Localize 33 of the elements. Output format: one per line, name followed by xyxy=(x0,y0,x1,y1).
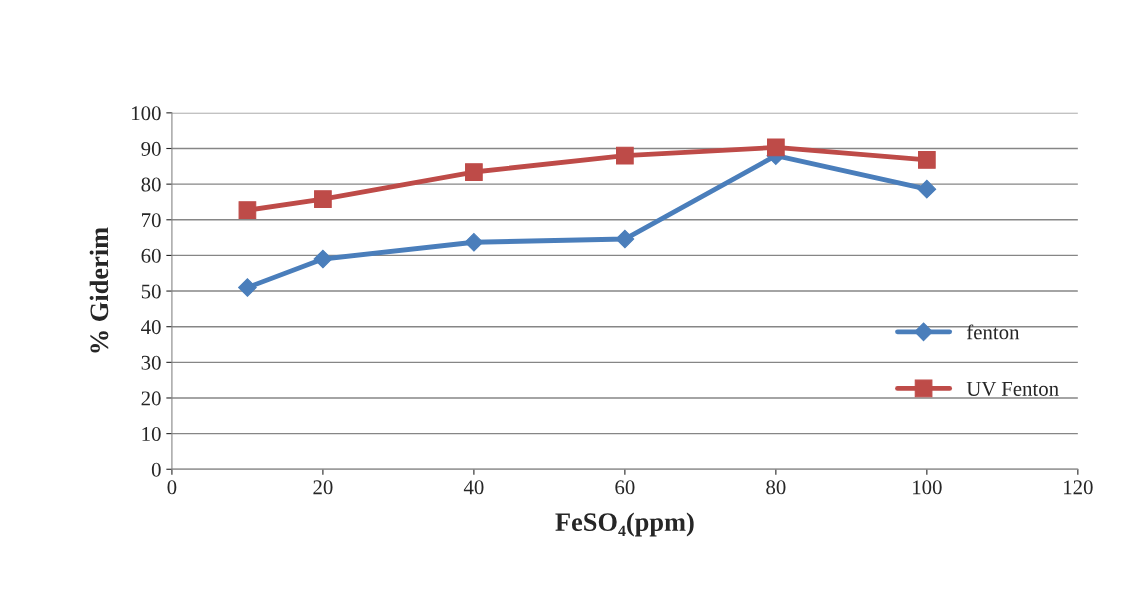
y-axis-title: % Giderim xyxy=(89,227,109,353)
y-tick-label: 60 xyxy=(141,248,161,263)
point xyxy=(238,278,257,297)
point xyxy=(615,229,635,249)
point xyxy=(917,179,937,199)
point xyxy=(313,249,333,269)
x-tick-label: 60 xyxy=(615,480,635,495)
legend-label: fenton xyxy=(966,324,1020,340)
legend-label: UV Fenton xyxy=(966,382,1059,396)
point xyxy=(314,190,332,208)
y-tick-label: 70 xyxy=(142,213,161,228)
point xyxy=(464,232,484,252)
point xyxy=(616,146,634,165)
x-tick-label: 20 xyxy=(313,480,333,495)
x-tick-label: 100 xyxy=(913,480,942,495)
x-tick-label: 120 xyxy=(1064,480,1093,495)
y-tick-label: 100 xyxy=(132,106,161,121)
y-tick-label: 20 xyxy=(141,391,161,406)
point xyxy=(767,138,785,157)
point xyxy=(918,151,936,169)
point xyxy=(465,163,483,181)
y-tick-label: 10 xyxy=(142,426,161,442)
y-tick-label: 30 xyxy=(141,355,161,370)
x-tick-label: 80 xyxy=(766,480,786,495)
y-tick-label: 40 xyxy=(141,320,161,335)
y-tick-label: 50 xyxy=(141,284,161,299)
y-tick-label: 90 xyxy=(141,141,161,156)
x-tick-label: 0 xyxy=(167,480,177,495)
point xyxy=(238,201,257,220)
x-axis-title: FeSO₄(ppm) xyxy=(555,512,694,537)
x-tick-label: 40 xyxy=(463,480,484,495)
y-tick-label: 80 xyxy=(141,177,161,192)
y-tick-label: 0 xyxy=(151,462,161,477)
